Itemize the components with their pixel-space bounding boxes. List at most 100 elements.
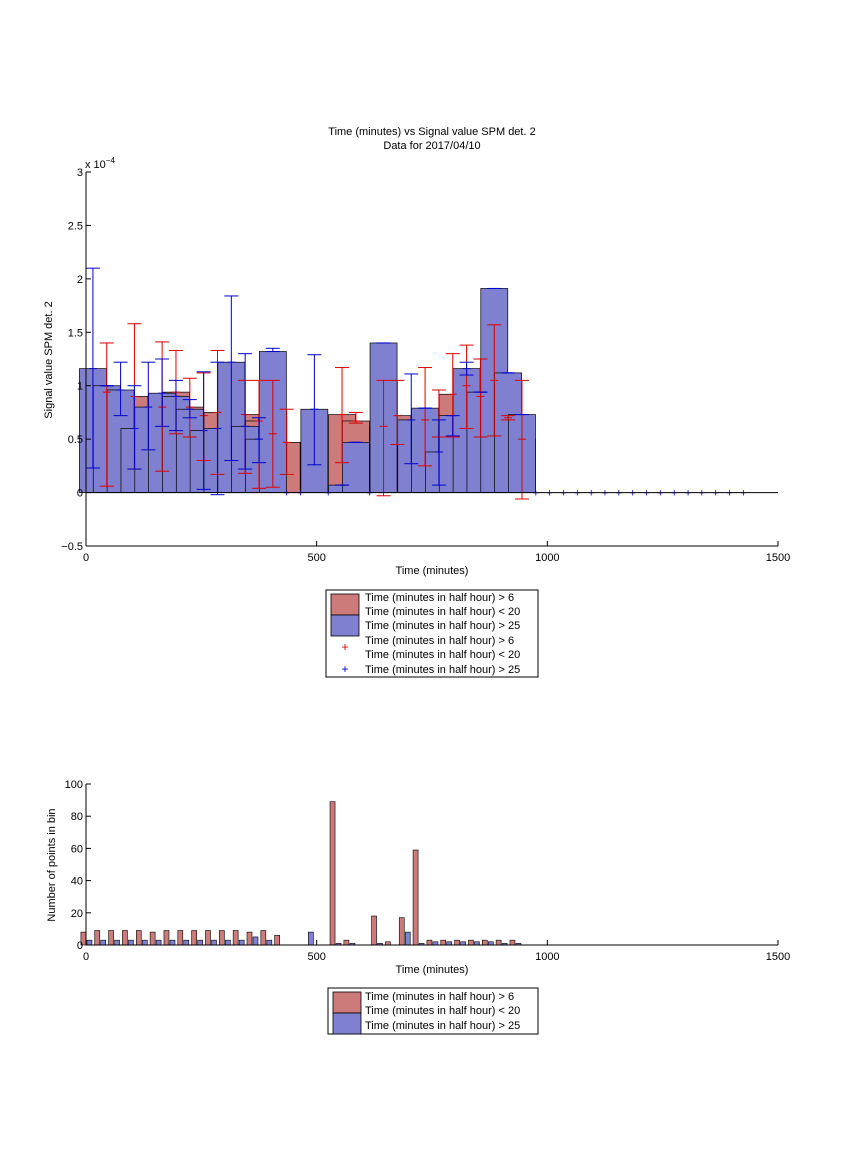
chart1-legend-swatch-red: [330, 593, 360, 616]
chart1-y-exponent: x 10−4: [85, 156, 115, 171]
chart2-bar-red: [94, 930, 101, 946]
chart1-zero-marker: +: [367, 488, 373, 500]
chart2-bar-red: [135, 930, 142, 946]
chart1-y-tick-label: 0: [77, 488, 83, 500]
chart2-legend-label-2: Time (minutes in half hour) < 20: [365, 1005, 520, 1017]
chart1-subtitle: Data for 2017/04/10: [383, 140, 480, 152]
chart2-bar-blue: [211, 939, 217, 946]
chart1-y-tick-label: 2: [77, 274, 83, 286]
chart1-legend-label-1: Time (minutes in half hour) > 6: [365, 592, 514, 604]
chart2-y-tick-label: 100: [65, 779, 83, 791]
chart1-zero-marker: +: [685, 488, 691, 500]
chart2-bar-blue: [141, 939, 148, 946]
chart1-y-tick-label: 2.5: [68, 220, 83, 232]
chart2-x-axis-label: Time (minutes): [396, 964, 469, 976]
chart2-x-tick-label: 1000: [535, 951, 559, 963]
chart1-zero-marker: +: [574, 488, 580, 500]
chart2-bar-blue: [86, 939, 93, 946]
chart2-bar-red: [371, 915, 377, 946]
chart2-x-tick-label: 0: [83, 951, 89, 963]
chart1-legend-box: [325, 589, 539, 678]
chart2-bar-red: [108, 930, 114, 946]
chart1-y-tick-label: 1.5: [68, 327, 83, 339]
chart1-x-axis-label: Time (minutes): [396, 565, 469, 577]
chart2-bar-red: [149, 931, 156, 946]
chart2-x-tick-label: 1500: [766, 951, 790, 963]
chart2-bar-blue: [128, 939, 134, 946]
chart2-x-tick-label: 500: [307, 951, 325, 963]
chart1-zero-marker: +: [740, 488, 746, 500]
chart1-zero-marker: +: [325, 488, 331, 500]
chart2-bar-red: [468, 939, 474, 946]
chart2-bar-blue: [197, 939, 203, 946]
chart2-bar-red: [426, 939, 433, 946]
chart1-legend-label-3: Time (minutes in half hour) > 25: [365, 620, 520, 632]
chart1-y-tick-label: 1: [77, 381, 83, 393]
chart1-legend-label-5: Time (minutes in half hour) < 20: [365, 649, 520, 661]
chart2-bar-red: [274, 935, 280, 946]
chart2-y-tick-label: 80: [71, 811, 83, 823]
chart1-legend: Time (minutes in half hour) > 6 Time (mi…: [325, 589, 539, 678]
chart1-legend-label-4: Time (minutes in half hour) > 6: [365, 635, 514, 647]
chart1-zero-marker: +: [283, 488, 289, 500]
chart1-legend-label-6: Time (minutes in half hour) > 25: [365, 664, 520, 676]
chart1-y-tick-label: −0.5: [61, 541, 83, 553]
chart2-bar-red: [260, 930, 267, 946]
chart1-zero-marker: +: [657, 488, 663, 500]
chart1-legend-label-2: Time (minutes in half hour) < 20: [365, 606, 520, 618]
chart2-legend-label-3: Time (minutes in half hour) > 25: [365, 1020, 520, 1032]
chart2-bar-blue: [404, 931, 411, 946]
chart2-legend-label-1: Time (minutes in half hour) > 6: [365, 991, 514, 1003]
chart1-x-tick-label: 0: [83, 552, 89, 564]
chart2-bar-red: [454, 939, 460, 946]
chart2-bar-red: [163, 930, 170, 946]
chart2-bar-blue: [238, 939, 245, 946]
chart2-legend-box: [327, 987, 539, 1035]
chart1-x-tick-label: 500: [307, 552, 325, 564]
chart1-zero-marker: +: [602, 488, 608, 500]
chart1-legend-marker-red: +: [341, 640, 348, 654]
chart2-bar-red: [191, 930, 197, 946]
chart2-y-tick-label: 40: [71, 876, 83, 888]
chart1-bar-blue: [342, 441, 370, 493]
chart2-bar-red: [232, 930, 239, 946]
chart2-bar-blue: [155, 939, 162, 946]
chart1-zero-marker: +: [699, 488, 705, 500]
chart1-y-tick-label: 0.5: [68, 434, 83, 446]
chart2-bar-blue: [183, 939, 190, 946]
chart-signal-vs-time: Time (minutes) vs Signal value SPM det. …: [43, 126, 790, 577]
chart1-x-tick-label: 1500: [766, 552, 790, 564]
chart1-zero-marker: +: [546, 488, 552, 500]
chart2-bar-red: [205, 930, 211, 946]
chart1-zero-marker: +: [588, 488, 594, 500]
chart1-legend-marker-blue: +: [341, 662, 348, 676]
chart2-bar-red: [398, 917, 405, 946]
chart2-bar-blue: [308, 931, 314, 946]
chart2-bar-blue: [225, 939, 231, 946]
chart1-zero-marker: +: [533, 488, 539, 500]
chart1-zero-marker: +: [560, 488, 566, 500]
chart1-zero-marker: +: [713, 488, 719, 500]
chart2-bar-red: [122, 930, 128, 946]
chart1-zero-marker: +: [726, 488, 732, 500]
chart2-bar-blue: [252, 936, 259, 946]
chart2-bar-blue: [266, 939, 273, 946]
chart1-zero-marker: +: [297, 488, 303, 500]
chart2-y-tick-label: 20: [71, 908, 83, 920]
chart2-legend-swatch-blue: [332, 1012, 362, 1035]
chart1-zero-marker: +: [616, 488, 622, 500]
chart2-bar-red: [412, 849, 419, 946]
chart2-bar-red: [329, 801, 336, 946]
chart2-bar-red: [440, 939, 447, 946]
chart2-bar-red: [177, 930, 184, 946]
chart1-legend-swatch-blue: [330, 614, 360, 637]
chart1-zero-marker: +: [671, 488, 677, 500]
chart2-y-axis-label: Number of points in bin: [46, 808, 58, 921]
chart2-bar-blue: [100, 939, 107, 946]
chart1-title: Time (minutes) vs Signal value SPM det. …: [328, 126, 535, 138]
chart1-zero-marker: +: [629, 488, 635, 500]
chart2-bar-red: [246, 931, 253, 946]
chart2-bar-blue: [169, 939, 176, 946]
